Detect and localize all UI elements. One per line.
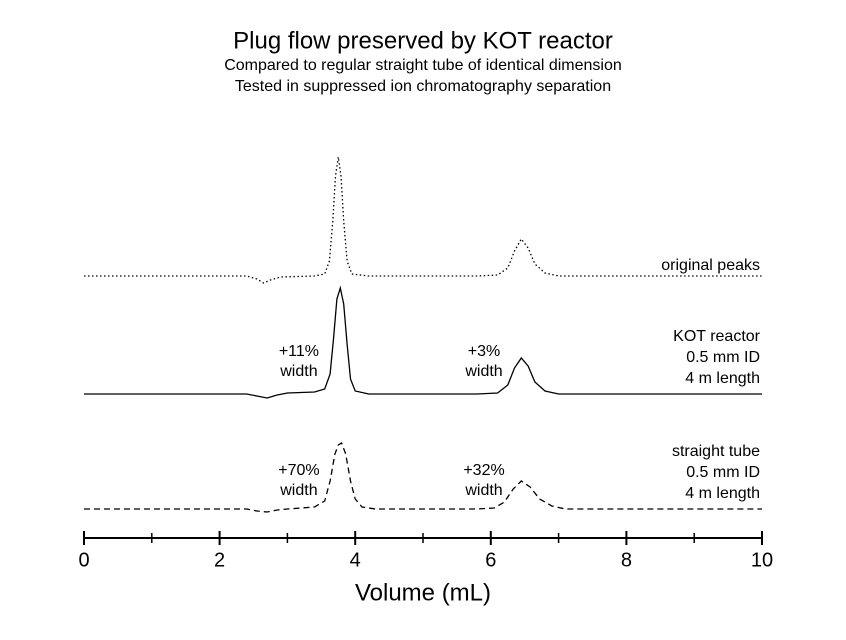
trace-label: original peaks: [661, 257, 760, 274]
x-tick-label: 2: [214, 549, 225, 571]
x-tick-label: 10: [751, 549, 773, 571]
chart-title: Plug flow preserved by KOT reactor: [233, 27, 613, 54]
peak-annotation: +32%: [463, 462, 504, 479]
x-tick-label: 4: [350, 549, 361, 571]
trace-label: KOT reactor: [673, 328, 761, 345]
trace: [84, 442, 762, 513]
chart-subtitle: Tested in suppressed ion chromatography …: [235, 78, 611, 95]
trace-detail: 0.5 mm ID: [686, 349, 760, 366]
peak-annotation: +3%: [468, 343, 500, 360]
x-tick-label: 0: [78, 549, 89, 571]
trace-detail: 4 m length: [685, 485, 760, 502]
peak-annotation: width: [464, 363, 502, 380]
trace-label: straight tube: [672, 443, 760, 460]
x-tick-label: 8: [621, 549, 632, 571]
peak-annotation: width: [279, 363, 317, 380]
x-tick-label: 6: [485, 549, 496, 571]
peak-annotation: +11%: [279, 343, 319, 360]
trace-detail: 4 m length: [685, 370, 760, 387]
peak-annotation: width: [279, 482, 317, 499]
x-axis-label: Volume (mL): [355, 579, 491, 606]
trace: [84, 285, 762, 399]
trace-detail: 0.5 mm ID: [686, 464, 760, 481]
peak-annotation: width: [464, 482, 502, 499]
trace: [84, 156, 762, 284]
chart-subtitle: Compared to regular straight tube of ide…: [224, 57, 622, 74]
peak-annotation: +70%: [278, 462, 319, 479]
